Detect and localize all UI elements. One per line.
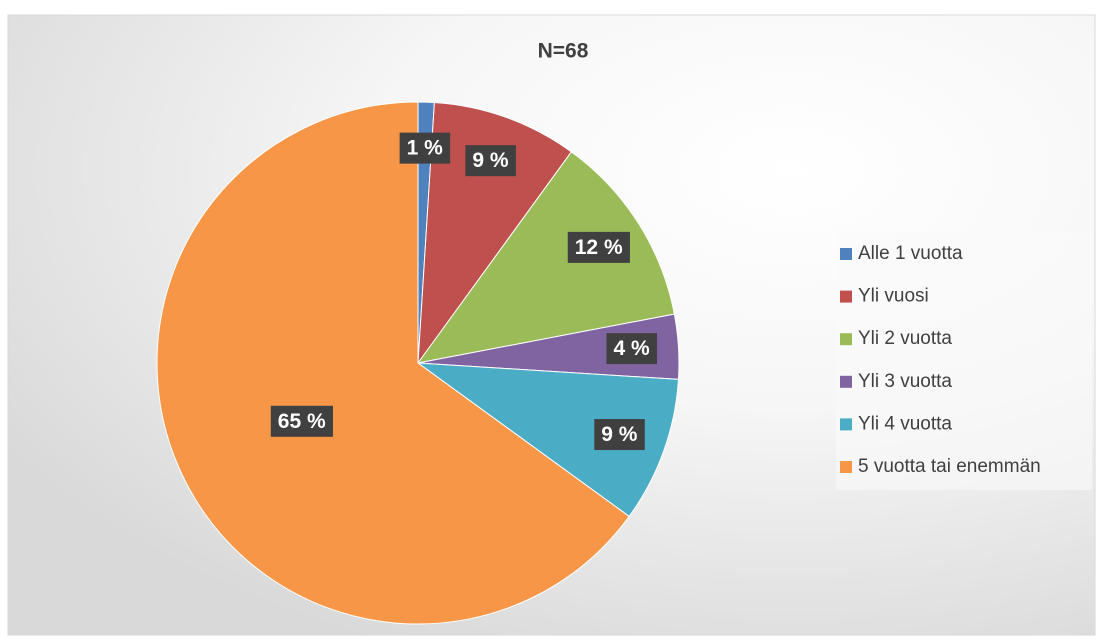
pie-slice: [416, 362, 680, 518]
legend-swatch: [840, 290, 852, 303]
legend-label: Yli 3 vuotta: [858, 371, 952, 392]
pie-slice: [416, 151, 675, 364]
legend-swatch: [840, 248, 852, 260]
data-label: 65 %: [278, 410, 326, 433]
data-label: 12 %: [575, 236, 623, 259]
pie-slice: [156, 101, 630, 625]
data-label-box: [567, 231, 630, 263]
legend-box: [836, 232, 1092, 490]
legend-swatch: [840, 333, 852, 346]
legend-swatch: [840, 461, 852, 473]
chart-title: N=68: [538, 40, 589, 63]
legend-label: Yli 4 vuotta: [858, 413, 952, 434]
data-label-box: [270, 405, 333, 437]
data-label-box: [606, 333, 658, 365]
data-label-box: [465, 145, 516, 177]
pie-slice: [417, 101, 573, 365]
data-label: 9 %: [472, 149, 509, 172]
legend-swatch: [840, 375, 852, 388]
legend-label: Yli vuosi: [858, 286, 929, 307]
data-label: 9 %: [601, 423, 638, 446]
legend-swatch: [840, 418, 852, 431]
legend-label: 5 vuotta tai enemmän: [858, 456, 1041, 477]
legend-label: Yli 2 vuotta: [858, 328, 952, 349]
data-label: 1 %: [407, 137, 444, 160]
data-label-box: [399, 132, 451, 164]
data-label: 4 %: [614, 337, 651, 360]
legend-label: Alle 1 vuotta: [858, 243, 963, 264]
data-label-box: [594, 419, 645, 451]
